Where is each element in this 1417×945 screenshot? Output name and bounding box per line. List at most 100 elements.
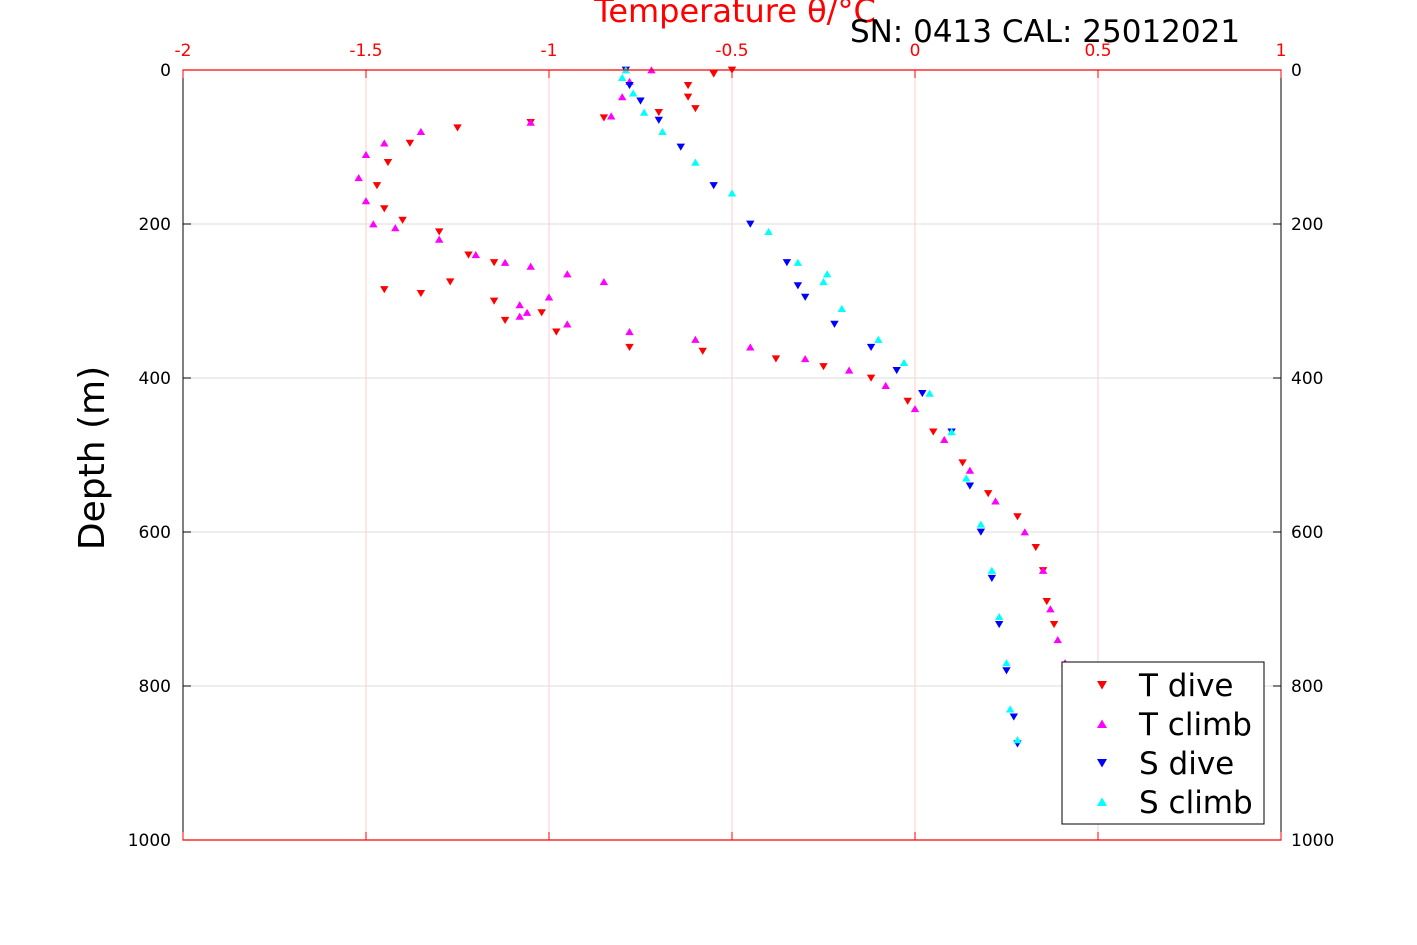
data-point bbox=[709, 70, 718, 78]
data-point bbox=[1002, 667, 1011, 675]
data-point bbox=[892, 366, 901, 375]
x-tick-label: 0.5 bbox=[1084, 41, 1111, 61]
legend-marker bbox=[1097, 759, 1107, 768]
x-tick-label: 0 bbox=[910, 41, 921, 61]
data-point bbox=[771, 355, 781, 363]
y-tick-label-right: 1000 bbox=[1291, 831, 1334, 851]
data-point bbox=[526, 118, 535, 126]
x-tick-label: -1.5 bbox=[349, 41, 382, 61]
data-point bbox=[515, 312, 524, 320]
data-point bbox=[380, 139, 389, 147]
series-t-dive bbox=[372, 66, 1059, 629]
data-point bbox=[625, 328, 634, 336]
data-point bbox=[383, 159, 393, 167]
serial-calibration-annotation: SN: 0413 CAL: 25012021 bbox=[850, 14, 1240, 50]
data-point bbox=[1002, 659, 1011, 667]
data-point bbox=[416, 127, 426, 135]
data-point bbox=[866, 374, 876, 382]
data-point bbox=[984, 490, 993, 498]
legend-label: T climb bbox=[1138, 707, 1252, 743]
data-point bbox=[987, 566, 997, 574]
data-point bbox=[398, 216, 407, 224]
data-point bbox=[453, 124, 462, 132]
series-s-climb bbox=[618, 66, 1022, 744]
data-point bbox=[563, 270, 572, 278]
data-point bbox=[489, 297, 499, 305]
data-point bbox=[526, 262, 535, 270]
data-point bbox=[435, 228, 444, 236]
data-point bbox=[822, 270, 832, 278]
y-tick-label-left: 600 bbox=[139, 523, 171, 543]
data-point bbox=[727, 189, 737, 197]
data-point bbox=[709, 182, 718, 190]
legend-marker bbox=[1097, 719, 1107, 728]
data-point bbox=[658, 127, 667, 135]
data-point bbox=[361, 150, 371, 159]
data-point bbox=[471, 251, 480, 259]
y-tick-label-right: 800 bbox=[1291, 677, 1323, 697]
data-point bbox=[552, 328, 561, 336]
data-point bbox=[793, 282, 803, 290]
data-point bbox=[369, 220, 378, 228]
data-point bbox=[1013, 513, 1022, 521]
data-point bbox=[976, 528, 986, 536]
data-point bbox=[676, 143, 685, 151]
data-point bbox=[903, 397, 912, 405]
data-point bbox=[515, 301, 524, 309]
data-point bbox=[654, 108, 663, 117]
x-tick-label: -0.5 bbox=[715, 41, 748, 61]
data-point bbox=[746, 220, 755, 228]
data-point bbox=[372, 182, 382, 190]
data-point bbox=[691, 105, 700, 113]
data-point bbox=[416, 289, 426, 298]
data-point bbox=[683, 93, 693, 101]
data-point bbox=[599, 114, 609, 122]
y-tick-label-right: 400 bbox=[1291, 369, 1323, 389]
data-point bbox=[925, 389, 934, 397]
y-tick-label-left: 1000 bbox=[128, 831, 171, 851]
data-point bbox=[445, 278, 455, 286]
data-point bbox=[801, 293, 810, 301]
data-point bbox=[958, 459, 967, 467]
data-point bbox=[793, 258, 803, 266]
data-point bbox=[819, 363, 828, 371]
data-point bbox=[947, 428, 956, 436]
data-point bbox=[940, 435, 949, 443]
y-tick-label-left: 400 bbox=[139, 369, 171, 389]
data-point bbox=[380, 205, 389, 213]
data-point bbox=[1009, 713, 1019, 721]
data-point bbox=[1020, 528, 1029, 536]
data-point bbox=[391, 224, 400, 232]
legend-marker bbox=[1097, 681, 1107, 690]
series-t-climb bbox=[354, 66, 1070, 667]
data-point bbox=[819, 277, 828, 286]
data-point bbox=[464, 251, 473, 259]
data-point bbox=[625, 82, 634, 90]
data-point bbox=[965, 482, 975, 490]
data-point bbox=[607, 112, 616, 120]
data-point bbox=[618, 73, 627, 82]
data-point bbox=[987, 574, 997, 582]
data-point bbox=[625, 343, 634, 351]
data-point bbox=[918, 390, 927, 398]
legend-marker bbox=[1097, 797, 1107, 806]
y-tick-label-left: 0 bbox=[160, 61, 171, 81]
data-point bbox=[522, 308, 532, 316]
data-point bbox=[691, 158, 700, 166]
data-point bbox=[537, 309, 546, 317]
legend-label: S dive bbox=[1139, 746, 1234, 782]
data-point bbox=[782, 259, 792, 267]
data-point bbox=[910, 405, 920, 413]
legend-label: S climb bbox=[1139, 785, 1253, 821]
data-point bbox=[636, 97, 645, 105]
x-tick-label: -1 bbox=[541, 41, 558, 61]
data-point bbox=[1046, 605, 1055, 613]
data-point bbox=[563, 320, 572, 328]
data-point bbox=[489, 259, 499, 267]
data-point bbox=[354, 174, 363, 182]
y-tick-label-right: 200 bbox=[1291, 215, 1323, 235]
data-point bbox=[874, 335, 883, 343]
data-point bbox=[698, 347, 707, 355]
x-tick-label: -2 bbox=[175, 41, 192, 61]
